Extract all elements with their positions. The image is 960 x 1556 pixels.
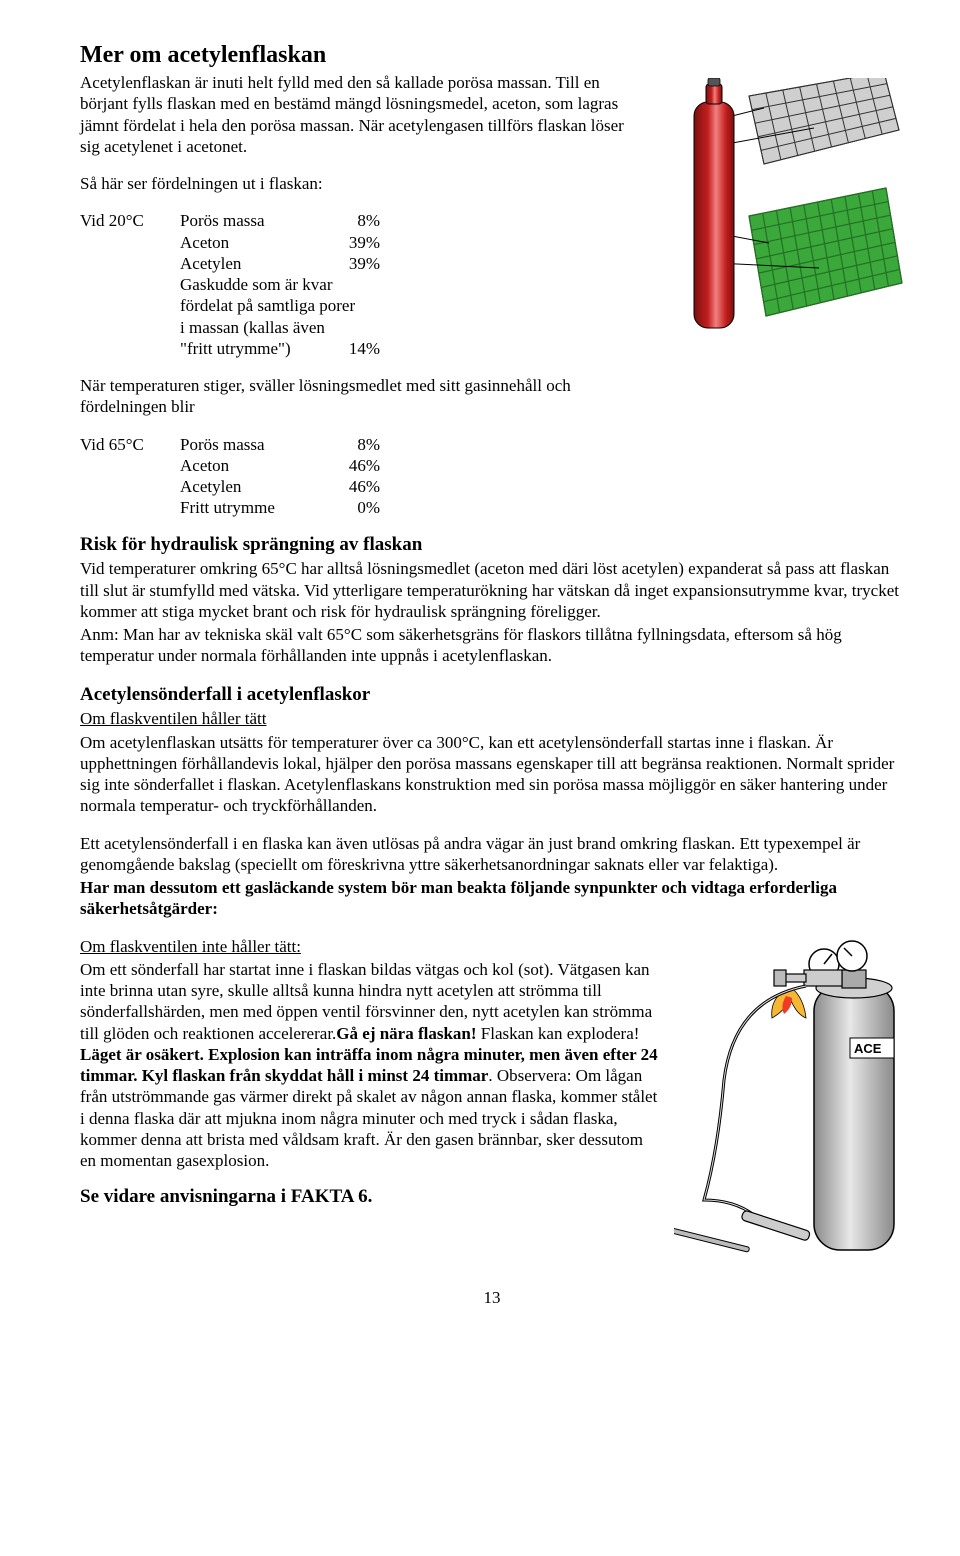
table-row: Acetylen39% bbox=[180, 253, 380, 274]
table-row: "fritt utrymme")14% bbox=[180, 338, 380, 359]
sonderfall-heading: Acetylensönderfall i acetylenflaskor bbox=[80, 683, 904, 707]
sonderfall-subheading-2: Om flaskventilen inte håller tätt: bbox=[80, 937, 301, 956]
risk-paragraph: Vid temperaturer omkring 65°C har alltså… bbox=[80, 558, 904, 622]
mid-paragraph: När temperaturen stiger, sväller lösning… bbox=[80, 375, 634, 418]
regulator-torch-icon: ACE bbox=[674, 940, 904, 1265]
page-number: 13 bbox=[80, 1287, 904, 1308]
fakta-line: Se vidare anvisningarna i FAKTA 6. bbox=[80, 1185, 660, 1209]
table-row: Porös massa8% bbox=[180, 434, 380, 455]
table-row: Fritt utrymme0% bbox=[180, 497, 380, 518]
sonderfall-subheading-1: Om flaskventilen håller tätt bbox=[80, 709, 266, 728]
temp2-label: Vid 65°C bbox=[80, 434, 180, 519]
risk-note: Anm: Man har av tekniska skäl valt 65°C … bbox=[80, 624, 904, 667]
table-row: Aceton46% bbox=[180, 455, 380, 476]
page-title: Mer om acetylenflaskan bbox=[80, 40, 904, 70]
table-row: Aceton39% bbox=[180, 232, 380, 253]
svg-text:ACE: ACE bbox=[854, 1041, 882, 1056]
free-space-line: fördelat på samtliga porer bbox=[180, 295, 380, 316]
sonderfall-p1: Om acetylenflaskan utsätts för temperatu… bbox=[80, 732, 904, 817]
sonderfall-p3: Om ett sönderfall har startat inne i fla… bbox=[80, 959, 660, 1172]
temp1-label: Vid 20°C bbox=[80, 210, 180, 359]
risk-heading: Risk för hydraulisk sprängning av flaska… bbox=[80, 533, 904, 557]
free-space-line: Gaskudde som är kvar bbox=[180, 274, 380, 295]
distribution-heading: Så här ser fördelningen ut i flaskan: bbox=[80, 173, 634, 194]
table-row: Acetylen46% bbox=[180, 476, 380, 497]
sonderfall-p2: Ett acetylensönderfall i en flaska kan ä… bbox=[80, 833, 904, 876]
flask-diagram-icon bbox=[654, 78, 904, 343]
intro-paragraph: Acetylenflaskan är inuti helt fylld med … bbox=[80, 72, 634, 157]
table-row: Porös massa8% bbox=[180, 210, 380, 231]
sonderfall-bold-lead: Har man dessutom ett gasläckande system … bbox=[80, 877, 904, 920]
free-space-line: i massan (kallas även bbox=[180, 317, 380, 338]
